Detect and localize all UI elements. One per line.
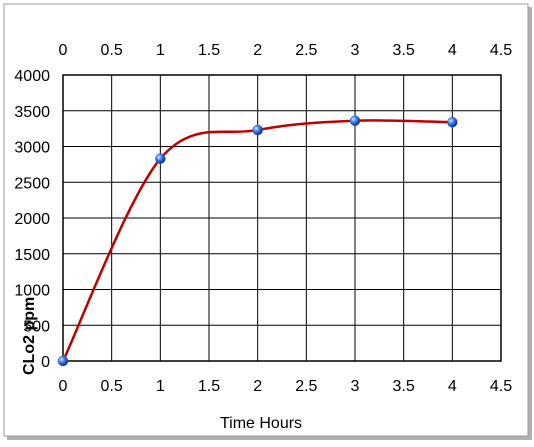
- line: [61, 119, 453, 362]
- x-tick-label: 4: [448, 378, 457, 395]
- x-tick-label-top: 1.5: [198, 42, 220, 59]
- x-tick-label: 2: [253, 378, 262, 395]
- x-tick-label-top: 0: [59, 42, 68, 59]
- y-tick-label: 4000: [14, 68, 50, 85]
- y-tick-label: 3500: [14, 104, 50, 121]
- marker: [57, 355, 69, 367]
- y-tick-label: 3000: [14, 140, 50, 157]
- x-tick-label-top: 3.5: [393, 42, 415, 59]
- y-tick-label: 2000: [14, 211, 50, 228]
- plot-border: [62, 74, 502, 362]
- x-tick-label-top: 3: [351, 42, 360, 59]
- marker: [349, 115, 361, 127]
- y-tick-label: 2500: [14, 175, 50, 192]
- marker: [155, 153, 166, 164]
- x-tick-label: 1.5: [198, 378, 220, 395]
- x-tick-label-top: 2: [253, 42, 262, 59]
- x-tick-label-top: 2.5: [295, 42, 317, 59]
- x-tick-label: 1: [156, 378, 165, 395]
- frame: [3, 3, 529, 437]
- marker: [447, 116, 458, 128]
- x-tick-label-top: 4.5: [490, 42, 512, 59]
- x-tick-label: 3.5: [393, 378, 415, 395]
- x-tick-label: 2.5: [295, 378, 317, 395]
- x-tick-label: 3: [351, 378, 360, 395]
- y-tick-label: 500: [23, 318, 50, 335]
- x-tick-label: 0: [59, 378, 68, 395]
- x-tick-label-top: 0.5: [101, 42, 123, 59]
- y-tick-label: 0: [41, 354, 50, 371]
- x-tick-label-top: 1: [156, 42, 165, 59]
- x-tick-label: 0.5: [101, 378, 123, 395]
- x-tick-label-top: 4: [448, 42, 457, 59]
- x-axis-label: Time Hours: [220, 415, 302, 432]
- y-tick-label: 1500: [14, 247, 50, 264]
- y-tick-label: 1000: [14, 283, 50, 300]
- x-tick-label: 4.5: [490, 378, 512, 395]
- marker: [252, 124, 263, 136]
- y-axis-label: CLo2 ppm: [21, 297, 38, 375]
